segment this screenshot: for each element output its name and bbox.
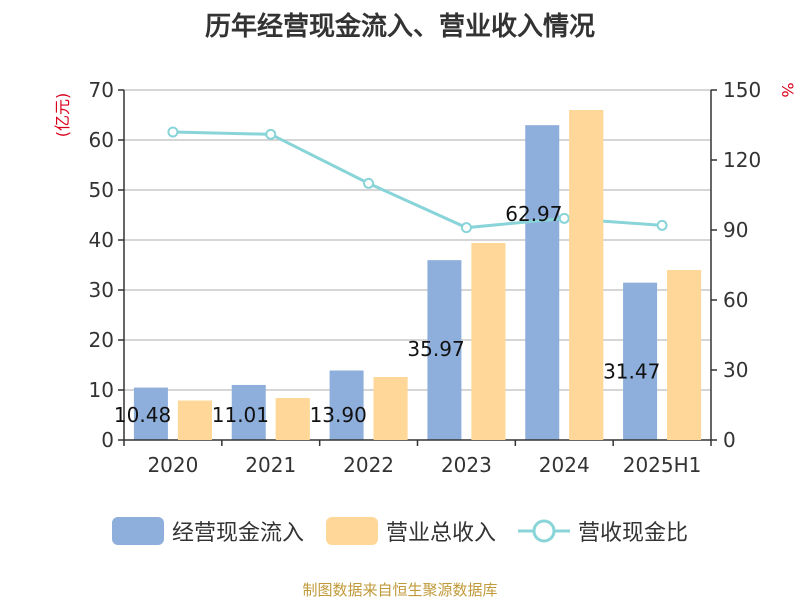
bar-revenue-overlay: [667, 270, 702, 440]
x-tick-label: 2025H1: [623, 453, 702, 477]
legend-item-cash-inflow[interactable]: 经营现金流入: [111, 515, 304, 547]
legend: 经营现金流入 营业总收入 营收现金比: [0, 515, 800, 547]
source-note: 制图数据来自恒生聚源数据库: [302, 581, 498, 599]
data-label-cash-inflow: 62.97: [505, 202, 562, 226]
left-tick-label: 70: [89, 78, 114, 102]
left-tick-label: 60: [89, 128, 114, 152]
x-tick-label: 2020: [147, 453, 198, 477]
legend-label-cash-inflow: 经营现金流入: [171, 521, 304, 546]
bar-cash-inflow: [525, 125, 560, 441]
legend-item-revenue[interactable]: 营业总收入: [325, 515, 496, 547]
left-tick-label: 40: [89, 228, 114, 252]
label-layer: 10.48 11.01 13.90 35.97 62.97 31.47: [114, 110, 702, 440]
right-tick-label: 30: [723, 358, 748, 382]
bar-cash-inflow: [623, 282, 658, 440]
bar-cash-inflow: [329, 370, 364, 440]
axis-layer: 0 10 20 30 40 50 60 70 0 30 60 90 120 150 (亿元)% 2020 202…: [53, 78, 797, 477]
point-ratio: [265, 128, 277, 140]
legend-swatch-cash-inflow: [111, 517, 164, 545]
bar-revenue-overlay: [275, 398, 310, 440]
bar-cash-inflow: [133, 387, 168, 440]
x-tick-label: 2024: [539, 453, 590, 477]
legend-label-ratio: 营收现金比: [578, 521, 689, 546]
right-tick-label: 90: [723, 218, 748, 242]
chart-title: 历年经营现金流入、营业收入情况: [204, 12, 595, 42]
left-axis-unit: (亿元): [53, 93, 72, 138]
data-label-cash-inflow: 31.47: [603, 360, 660, 384]
left-tick-label: 30: [89, 278, 114, 302]
point-ratio: [363, 177, 375, 189]
legend-label-revenue: 营业总收入: [385, 521, 496, 546]
right-tick-label: 0: [723, 428, 736, 452]
bar-revenue-overlay: [177, 400, 212, 440]
legend-line-marker-icon: [518, 519, 570, 543]
left-tick-label: 0: [101, 428, 114, 452]
x-tick-label: 2023: [441, 453, 492, 477]
left-tick-label: 20: [89, 328, 114, 352]
point-ratio: [558, 212, 570, 224]
left-tick-label: 10: [89, 378, 114, 402]
right-tick-label: 150: [723, 78, 761, 102]
data-label-cash-inflow: 11.01: [212, 403, 269, 427]
bar-revenue-overlay: [569, 110, 604, 440]
right-tick-label: 60: [723, 288, 748, 312]
right-tick-label: 120: [723, 148, 761, 172]
x-tick-label: 2021: [245, 453, 296, 477]
data-label-cash-inflow: 13.90: [310, 403, 367, 427]
x-tick-label: 2022: [343, 453, 394, 477]
point-ratio: [167, 126, 179, 138]
point-ratio: [460, 222, 472, 234]
data-label-cash-inflow: 10.48: [114, 403, 171, 427]
grid-layer: [124, 89, 711, 391]
data-label-cash-inflow: 35.97: [407, 337, 464, 361]
bar-revenue-overlay: [373, 377, 408, 440]
bar-cash-inflow: [231, 384, 266, 440]
bar-revenue-overlay: [471, 243, 506, 440]
point-ratio: [656, 219, 668, 231]
legend-swatch-revenue: [325, 517, 378, 545]
bar-cash-inflow: [427, 260, 462, 440]
right-axis-unit: %: [778, 82, 797, 97]
legend-item-ratio[interactable]: 营收现金比: [518, 515, 688, 547]
left-tick-label: 50: [89, 178, 114, 202]
